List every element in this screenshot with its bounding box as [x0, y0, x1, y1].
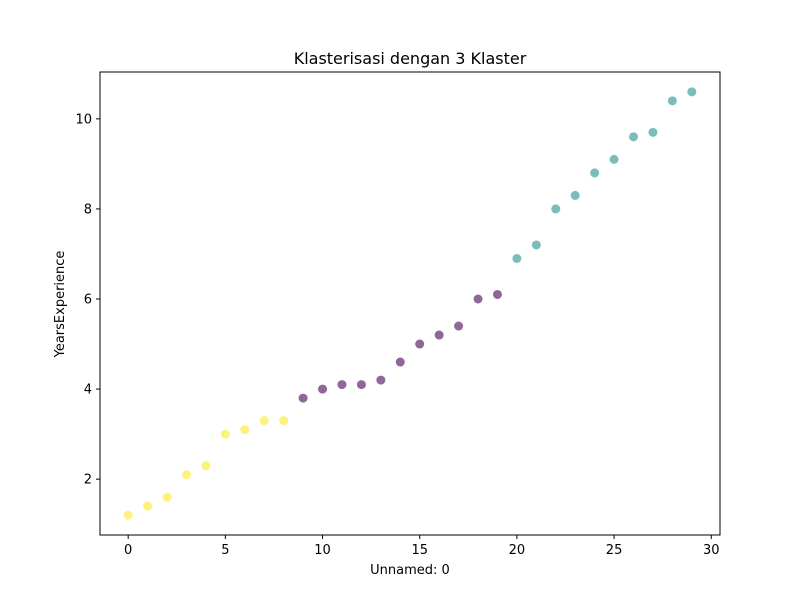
- data-point-15: [415, 339, 425, 349]
- data-point-2: [162, 492, 172, 502]
- data-point-19: [492, 289, 502, 299]
- data-point-22: [551, 204, 561, 214]
- x-tick-label: 15: [411, 543, 428, 558]
- x-tick-label: 30: [703, 543, 720, 558]
- y-tick-label: 4: [84, 383, 92, 398]
- data-point-24: [590, 168, 600, 178]
- data-point-8: [279, 416, 289, 426]
- data-point-12: [356, 380, 366, 390]
- data-point-25: [609, 154, 619, 164]
- x-tick-label: 20: [509, 543, 526, 558]
- data-point-23: [570, 190, 580, 200]
- data-point-11: [337, 380, 347, 390]
- y-tick-label: 2: [84, 473, 92, 488]
- y-tick-label: 6: [84, 292, 92, 307]
- chart-title: Klasterisasi dengan 3 Klaster: [294, 49, 527, 68]
- data-point-5: [220, 429, 230, 439]
- points-layer: [123, 87, 697, 520]
- y-tick-label: 10: [75, 112, 92, 127]
- data-point-18: [473, 294, 483, 304]
- data-point-17: [454, 321, 464, 331]
- data-point-4: [201, 461, 211, 471]
- y-tick-label: 8: [84, 202, 92, 217]
- data-point-10: [318, 384, 328, 394]
- x-tick-label: 25: [606, 543, 623, 558]
- data-point-14: [395, 357, 405, 367]
- data-point-7: [259, 416, 269, 426]
- x-axis-label: Unnamed: 0: [370, 563, 450, 578]
- y-axis-ticks: 2 4 6 8 10: [75, 112, 100, 488]
- x-tick-label: 0: [124, 543, 132, 558]
- data-point-0: [123, 510, 133, 520]
- data-point-21: [531, 240, 541, 250]
- data-point-27: [648, 127, 658, 137]
- data-point-16: [434, 330, 444, 340]
- data-point-28: [667, 96, 677, 106]
- data-point-3: [181, 470, 191, 480]
- data-point-13: [376, 375, 386, 385]
- data-point-29: [687, 87, 697, 97]
- y-axis-label: YearsExperience: [53, 251, 68, 359]
- x-tick-label: 5: [221, 543, 229, 558]
- x-tick-label: 10: [314, 543, 331, 558]
- x-axis-ticks: 0 5 10 15 20 25 30: [124, 535, 720, 558]
- plot-frame: [99, 71, 721, 536]
- data-point-20: [512, 253, 522, 263]
- data-point-6: [240, 425, 250, 435]
- data-point-9: [298, 393, 308, 403]
- data-point-26: [629, 132, 639, 142]
- data-point-1: [143, 501, 153, 511]
